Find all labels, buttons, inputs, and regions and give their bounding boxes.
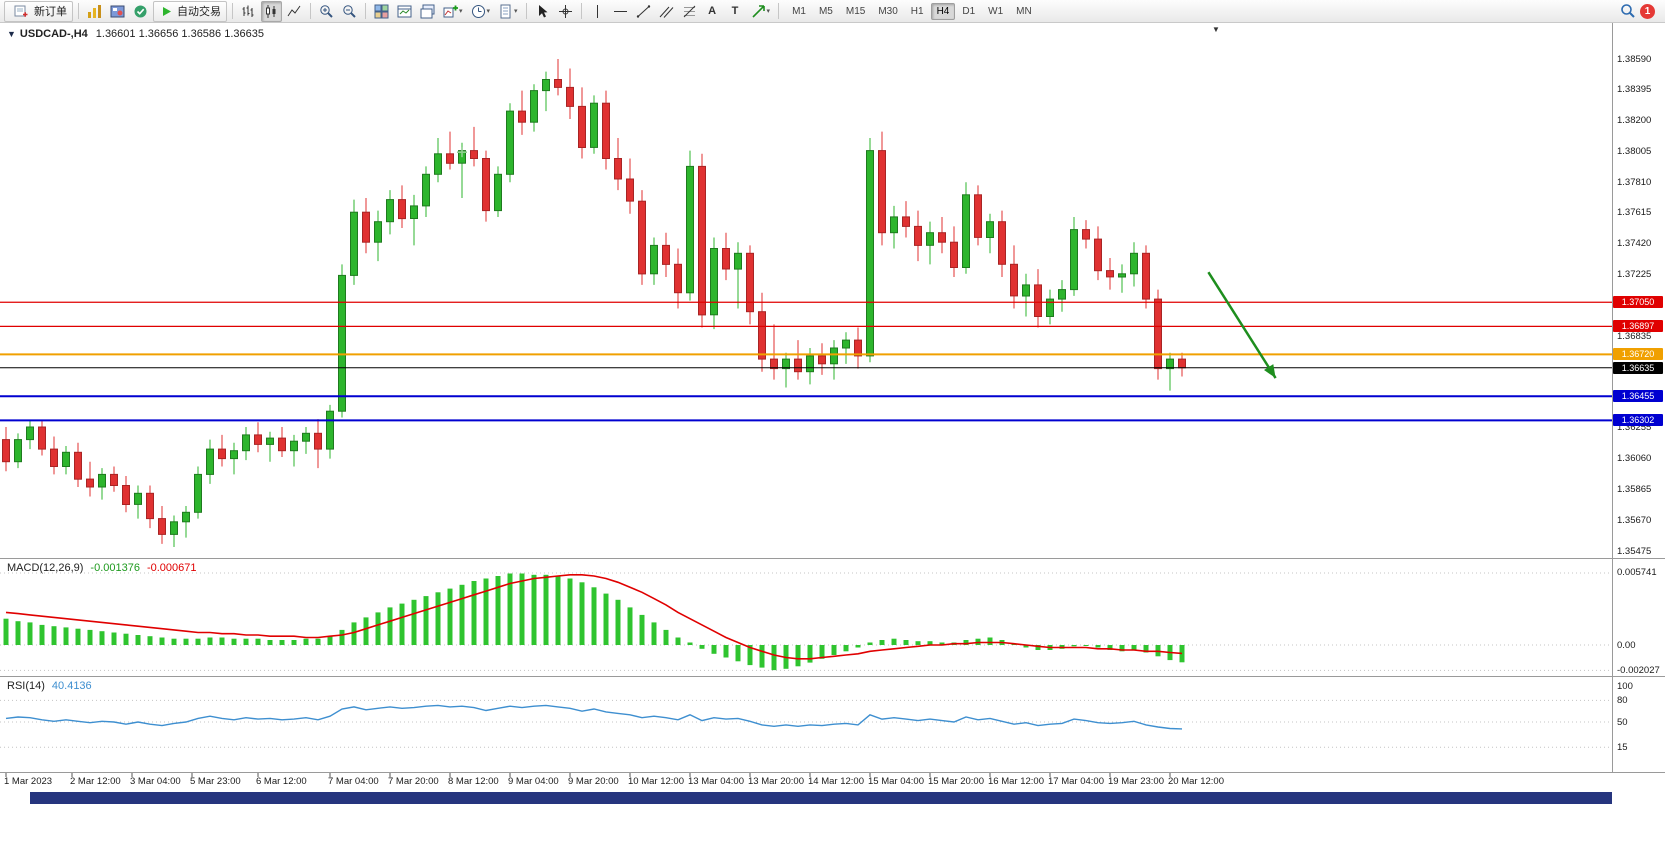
macd-value: -0.001376 [90, 562, 140, 574]
chart-ohlc-values: 1.36601 1.36656 1.36586 1.36635 [95, 28, 264, 40]
collapse-triangle-icon[interactable]: ▼ [7, 29, 16, 39]
terminal-icon[interactable] [130, 1, 151, 22]
chevron-down-icon: ▾ [486, 8, 491, 15]
play-icon [159, 4, 174, 19]
rsi-indicator-title: RSI(14) 40.4136 [7, 680, 92, 692]
chart-symbol-period: USDCAD-,H4 [19, 28, 88, 40]
toolbar-separator [78, 3, 79, 19]
auto-trading-button[interactable]: 自动交易 [153, 0, 227, 22]
chart-shift-marker-icon[interactable]: ▼ [1212, 25, 1220, 34]
template-button[interactable]: ▾ [495, 1, 521, 22]
auto-trading-label: 自动交易 [177, 6, 221, 18]
chart-title: ▼ USDCAD-,H4 1.36601 1.36656 1.36586 1.366… [7, 28, 264, 40]
rsi-value: 40.4136 [51, 680, 92, 692]
period-selector-button[interactable]: ▾ [468, 1, 494, 22]
toolbar-separator [232, 3, 233, 19]
timeframe-button-m5[interactable]: M5 [818, 5, 833, 17]
timeframe-button-d1[interactable]: D1 [962, 5, 976, 17]
tile-windows-icon[interactable] [371, 1, 392, 22]
auto-arrange-icon[interactable] [394, 1, 415, 22]
trendline-tool-icon[interactable] [633, 1, 654, 22]
navigator-icon[interactable] [107, 1, 128, 22]
window-bottom-bar [30, 792, 1612, 804]
zoom-out-icon[interactable] [339, 1, 360, 22]
horizontal-line-tool-icon[interactable] [610, 1, 631, 22]
notification-badge[interactable]: 1 [1640, 3, 1655, 19]
macd-label: MACD(12,26,9) [7, 562, 84, 574]
new-order-icon [10, 1, 31, 22]
label-tool-icon[interactable]: T [731, 5, 739, 17]
crosshair-tool-icon[interactable] [555, 1, 576, 22]
timeframe-button-h1[interactable]: H1 [910, 5, 924, 17]
rsi-label: RSI(14) [7, 680, 45, 692]
macd-indicator-title: MACD(12,26,9) -0.001376 -0.000671 [7, 562, 197, 574]
add-indicator-button[interactable]: ▾ [440, 1, 466, 22]
chevron-down-icon: ▾ [766, 8, 771, 15]
macd-signal-value: -0.000671 [146, 562, 197, 574]
toolbar-separator [580, 3, 582, 19]
horizontal-level-lines[interactable] [0, 301, 1612, 422]
indicator-gridlines [0, 572, 1612, 748]
timeframe-button-m15[interactable]: M15 [845, 5, 866, 17]
vertical-line-tool-icon[interactable] [587, 1, 608, 22]
main-toolbar: 新订单 自动交易 ▾ ▾ ▾ A T ▾ M1 M5 M15 M30 H1 H4 D1 W1 M… [0, 0, 1665, 23]
timeframe-button-m30[interactable]: M30 [878, 5, 898, 17]
channel-tool-icon[interactable] [656, 1, 677, 22]
cursor-tool-icon[interactable] [532, 1, 553, 22]
timeframe-button-h4[interactable]: H4 [930, 2, 956, 20]
timeframe-button-w1[interactable]: W1 [988, 5, 1004, 17]
search-icon[interactable] [1617, 1, 1638, 22]
macd-histogram [3, 573, 1185, 671]
toolbar-separator [365, 3, 366, 19]
toolbar-separator [778, 3, 780, 19]
market-watch-icon[interactable] [84, 1, 105, 22]
rsi-line [5, 704, 1183, 730]
new-order-label: 新订单 [34, 6, 67, 18]
candlestick-mode-icon[interactable] [261, 0, 282, 22]
toolbar-separator [525, 3, 527, 19]
chevron-down-icon: ▾ [459, 8, 463, 15]
zoom-in-icon[interactable] [316, 1, 337, 22]
chevron-down-icon: ▾ [514, 8, 518, 15]
timeframe-button-m1[interactable]: M1 [792, 5, 806, 17]
line-chart-mode-icon[interactable] [284, 1, 305, 22]
candlesticks [2, 59, 1186, 548]
time-axis-ticks [5, 773, 1171, 777]
text-tool-icon[interactable]: A [708, 5, 717, 17]
trend-arrow[interactable] [1207, 271, 1277, 379]
shapes-tool-button[interactable]: ▾ [748, 1, 774, 22]
bar-chart-mode-icon[interactable] [238, 1, 259, 22]
macd-signal-line [5, 573, 1183, 660]
toolbar-separator [310, 3, 311, 19]
fibonacci-tool-icon[interactable] [679, 1, 700, 22]
timeframe-toolbar: M1 M5 M15 M30 H1 H4 D1 W1 MN [786, 2, 1038, 20]
new-order-button[interactable]: 新订单 [4, 0, 73, 22]
timeframe-button-mn[interactable]: MN [1016, 5, 1032, 17]
cascade-windows-icon[interactable] [417, 1, 438, 22]
plus-marker[interactable] [457, 147, 467, 158]
